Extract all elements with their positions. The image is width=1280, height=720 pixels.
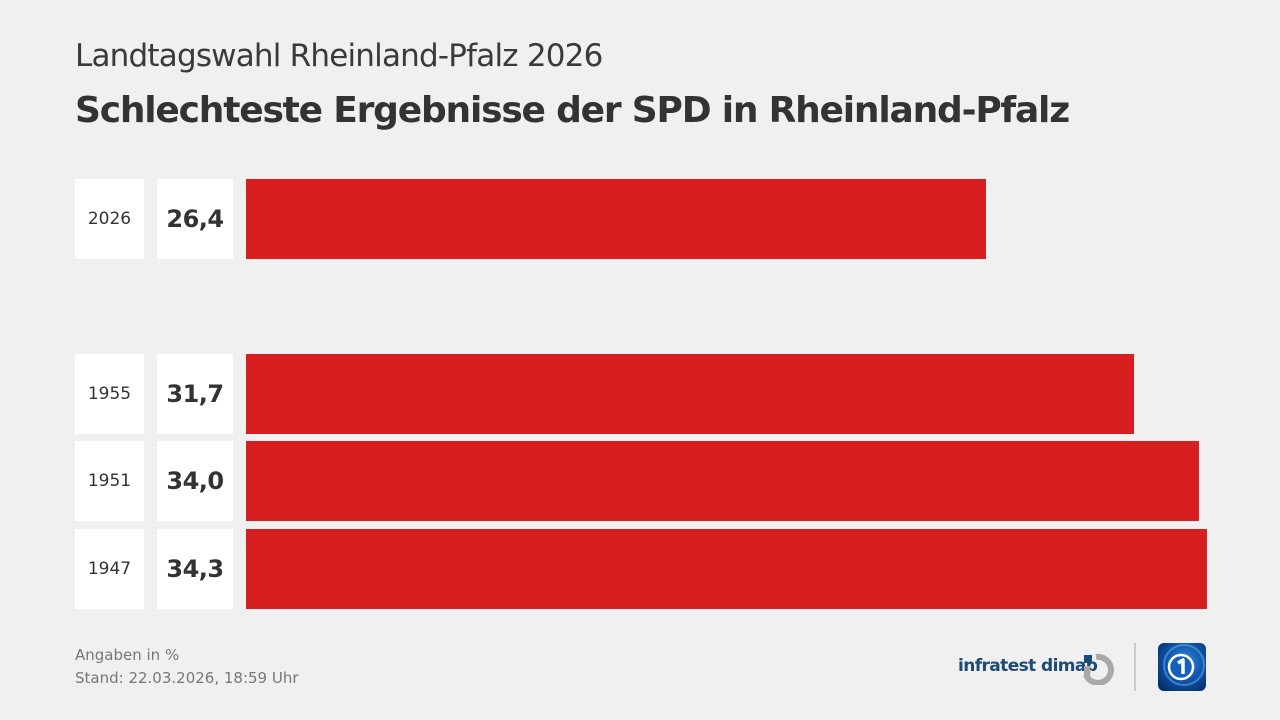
bar: [246, 529, 1208, 609]
year-label: 2026: [75, 179, 144, 259]
bar: [246, 354, 1135, 434]
value-label: 34,3: [157, 529, 233, 609]
year-label: 1947: [75, 529, 144, 609]
year-label: 1951: [75, 441, 144, 521]
bar: [246, 441, 1199, 521]
units-note: Angaben in %: [75, 646, 180, 664]
value-label: 26,4: [157, 179, 233, 259]
infratest-dimap-logo-icon: [1083, 653, 1114, 685]
logo-divider: [1134, 643, 1136, 691]
year-label: 1955: [75, 354, 144, 434]
value-label: 34,0: [157, 441, 233, 521]
bar: [246, 179, 986, 259]
chart-subtitle: Landtagswahl Rheinland-Pfalz 2026: [75, 38, 603, 74]
chart-title: Schlechteste Ergebnisse der SPD in Rhein…: [75, 90, 1070, 131]
tagesschau-logo-icon: [1158, 643, 1206, 691]
value-label: 31,7: [157, 354, 233, 434]
timestamp: Stand: 22.03.2026, 18:59 Uhr: [75, 669, 299, 687]
infratest-dimap-logo-text: infratest dimap: [958, 656, 1098, 676]
